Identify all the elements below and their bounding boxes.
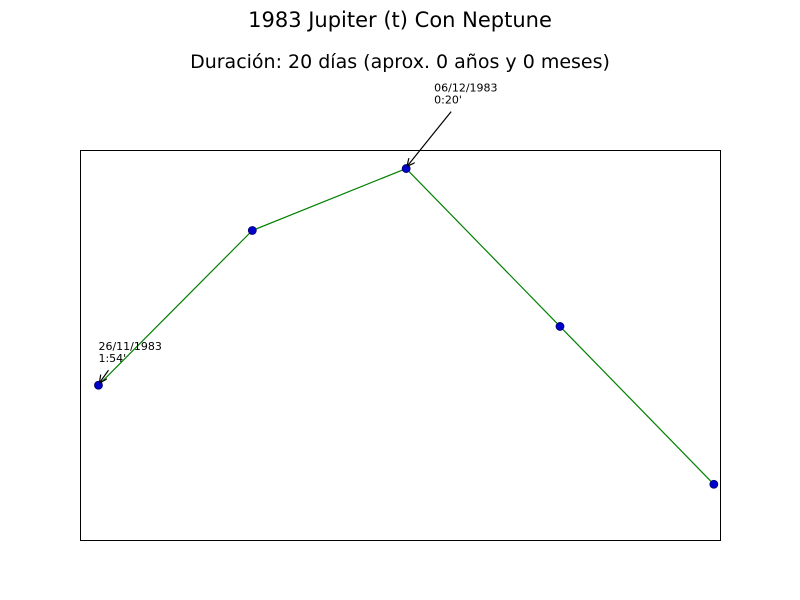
data-point-1 <box>247 226 257 235</box>
chart-subtitle: Duración: 20 días (aprox. 0 años y 0 mes… <box>190 51 610 73</box>
data-point-2 <box>401 164 411 173</box>
chart-title: 1983 Jupiter (t) Con Neptune <box>248 8 552 32</box>
data-point-3 <box>555 322 565 331</box>
data-point-0 <box>94 380 103 390</box>
plot-frame <box>80 150 721 541</box>
data-point-4 <box>709 479 719 489</box>
annotation-time-0: 1:54' <box>98 352 126 365</box>
annotation-arrow-1 <box>408 111 452 166</box>
annotation-arrow-0 <box>100 369 109 382</box>
series-line-0 <box>98 167 715 485</box>
annotation-date-1: 06/12/1983 <box>434 82 497 95</box>
annotation-time-1: 0:20' <box>434 94 462 107</box>
annotation-date-0: 26/11/1983 <box>98 340 161 353</box>
